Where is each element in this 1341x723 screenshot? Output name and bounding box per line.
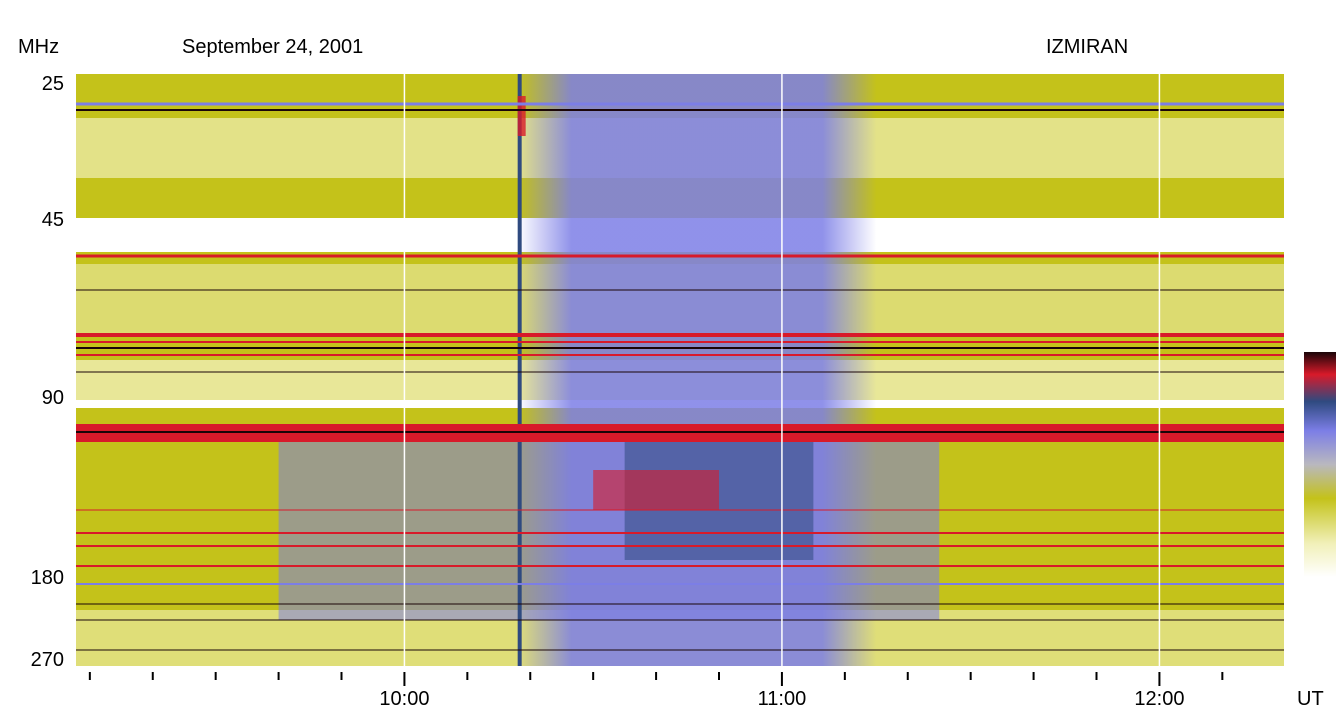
burst-continuum-low bbox=[278, 440, 940, 620]
station-label: IZMIRAN bbox=[1046, 36, 1129, 58]
burst-onset-peak bbox=[517, 96, 526, 136]
date-label: September 24, 2001 bbox=[182, 36, 364, 58]
y-tick-label: 270 bbox=[30, 649, 64, 671]
time-unit-label: UT bbox=[1297, 688, 1324, 710]
x-tick-label: 12:00 bbox=[1134, 688, 1185, 710]
burst-onset bbox=[517, 74, 522, 666]
y-tick-label: 45 bbox=[41, 209, 64, 231]
y-tick-label: 90 bbox=[41, 387, 64, 409]
x-tick-label: 11:00 bbox=[757, 688, 807, 710]
y-tick-label: 180 bbox=[30, 567, 64, 589]
plot-area bbox=[76, 74, 1284, 666]
colorbar bbox=[1304, 352, 1336, 577]
frequency-unit-label: MHz bbox=[18, 36, 60, 58]
y-tick-label: 25 bbox=[41, 73, 64, 95]
time-axis bbox=[88, 672, 1224, 686]
burst-hotspot bbox=[593, 470, 720, 510]
x-tick-label: 10:00 bbox=[379, 688, 430, 710]
